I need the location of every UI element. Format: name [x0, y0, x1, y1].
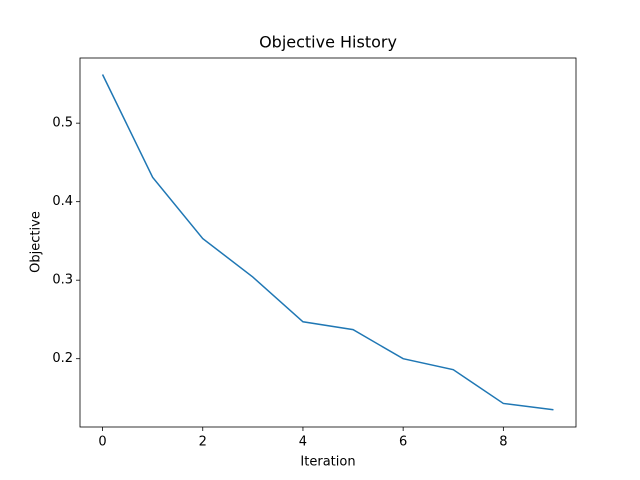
y-tick-label: 0.4: [52, 194, 73, 209]
x-tick-label: 0: [98, 435, 106, 450]
plot-frame: [79, 57, 577, 428]
x-tick-label: 2: [199, 435, 207, 450]
y-axis-label: Objective: [29, 211, 44, 273]
x-tick-label: 4: [299, 435, 307, 450]
data-line: [101, 74, 554, 411]
x-tick-label: 8: [499, 435, 507, 450]
y-tick-label: 0.3: [52, 273, 73, 288]
y-tick-label: 0.5: [52, 116, 73, 131]
x-tick-label: 6: [399, 435, 407, 450]
y-tick-label: 0.2: [52, 351, 73, 366]
chart-title: Objective History: [259, 33, 397, 52]
x-axis-label: Iteration: [300, 455, 355, 470]
